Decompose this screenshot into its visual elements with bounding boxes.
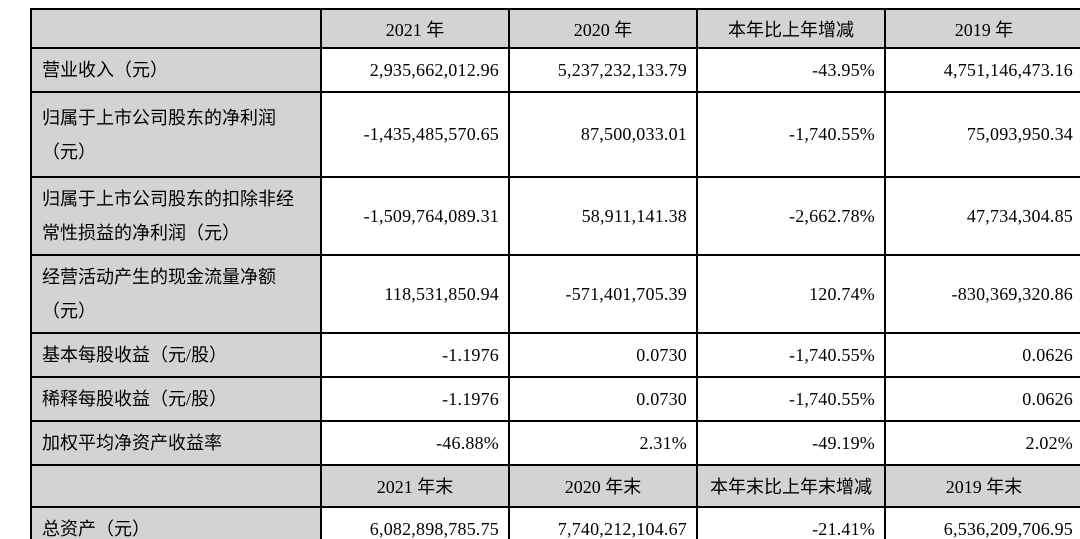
header-2021: 2021 年: [320, 8, 510, 49]
cell-2020: 5,237,232,133.79: [508, 47, 698, 93]
header-row-yearend: 2021 年末 2020 年末 本年末比上年末增减 2019 年末: [30, 464, 1080, 508]
table-row-net-profit: 归属于上市公司股东的净利润（元） -1,435,485,570.65 87,50…: [30, 91, 1080, 178]
header-2021-yearend: 2021 年末: [320, 464, 510, 508]
cell-2019: 0.0626: [884, 332, 1080, 378]
cell-2021: -1.1976: [320, 332, 510, 378]
header-2019-yearend: 2019 年末: [884, 464, 1080, 508]
row-label: 基本每股收益（元/股）: [30, 332, 322, 378]
cell-change: 120.74%: [696, 254, 886, 334]
cell-2021: 2,935,662,012.96: [320, 47, 510, 93]
row-label: 稀释每股收益（元/股）: [30, 376, 322, 422]
row-label: 归属于上市公司股东的扣除非经常性损益的净利润（元）: [30, 176, 322, 256]
header-yearend-change: 本年末比上年末增减: [696, 464, 886, 508]
header-2020-yearend: 2020 年末: [508, 464, 698, 508]
row-label: 总资产（元）: [30, 506, 322, 539]
header-yoy-change: 本年比上年增减: [696, 8, 886, 49]
cell-2020: 2.31%: [508, 420, 698, 466]
cell-2021: -1,509,764,089.31: [320, 176, 510, 256]
cell-2019: 0.0626: [884, 376, 1080, 422]
cell-2019: 47,734,304.85: [884, 176, 1080, 256]
cell-change: -43.95%: [696, 47, 886, 93]
header-blank-cell: [30, 8, 322, 49]
table-row-revenue: 营业收入（元） 2,935,662,012.96 5,237,232,133.7…: [30, 47, 1080, 93]
table-row-operating-cash-flow: 经营活动产生的现金流量净额（元） 118,531,850.94 -571,401…: [30, 254, 1080, 334]
cell-2021: -46.88%: [320, 420, 510, 466]
row-label: 营业收入（元）: [30, 47, 322, 93]
header-row-year: 2021 年 2020 年 本年比上年增减 2019 年: [30, 8, 1080, 49]
cell-2019: 2.02%: [884, 420, 1080, 466]
cell-change: -1,740.55%: [696, 376, 886, 422]
table-row-diluted-eps: 稀释每股收益（元/股） -1.1976 0.0730 -1,740.55% 0.…: [30, 376, 1080, 422]
cell-2020: 87,500,033.01: [508, 91, 698, 178]
header-2020: 2020 年: [508, 8, 698, 49]
cell-2021: 118,531,850.94: [320, 254, 510, 334]
cell-2019: 4,751,146,473.16: [884, 47, 1080, 93]
cell-2020: 7,740,212,104.67: [508, 506, 698, 539]
table-row-net-profit-excl-nonrecurring: 归属于上市公司股东的扣除非经常性损益的净利润（元） -1,509,764,089…: [30, 176, 1080, 256]
cell-change: -2,662.78%: [696, 176, 886, 256]
cell-2021: -1.1976: [320, 376, 510, 422]
cell-2020: 58,911,141.38: [508, 176, 698, 256]
table-row-total-assets: 总资产（元） 6,082,898,785.75 7,740,212,104.67…: [30, 506, 1080, 539]
header-blank-cell: [30, 464, 322, 508]
cell-2021: 6,082,898,785.75: [320, 506, 510, 539]
cell-change: -49.19%: [696, 420, 886, 466]
cell-2021: -1,435,485,570.65: [320, 91, 510, 178]
cell-change: -21.41%: [696, 506, 886, 539]
cell-2020: 0.0730: [508, 376, 698, 422]
table-row-weighted-avg-roe: 加权平均净资产收益率 -46.88% 2.31% -49.19% 2.02%: [30, 420, 1080, 466]
cell-2019: -830,369,320.86: [884, 254, 1080, 334]
cell-change: -1,740.55%: [696, 332, 886, 378]
financial-summary-table: 2021 年 2020 年 本年比上年增减 2019 年 营业收入（元） 2,9…: [30, 8, 1080, 539]
cell-2020: -571,401,705.39: [508, 254, 698, 334]
row-label: 归属于上市公司股东的净利润（元）: [30, 91, 322, 178]
row-label: 加权平均净资产收益率: [30, 420, 322, 466]
table-row-basic-eps: 基本每股收益（元/股） -1.1976 0.0730 -1,740.55% 0.…: [30, 332, 1080, 378]
cell-2019: 75,093,950.34: [884, 91, 1080, 178]
cell-2020: 0.0730: [508, 332, 698, 378]
header-2019: 2019 年: [884, 8, 1080, 49]
cell-2019: 6,536,209,706.95: [884, 506, 1080, 539]
cell-change: -1,740.55%: [696, 91, 886, 178]
row-label: 经营活动产生的现金流量净额（元）: [30, 254, 322, 334]
